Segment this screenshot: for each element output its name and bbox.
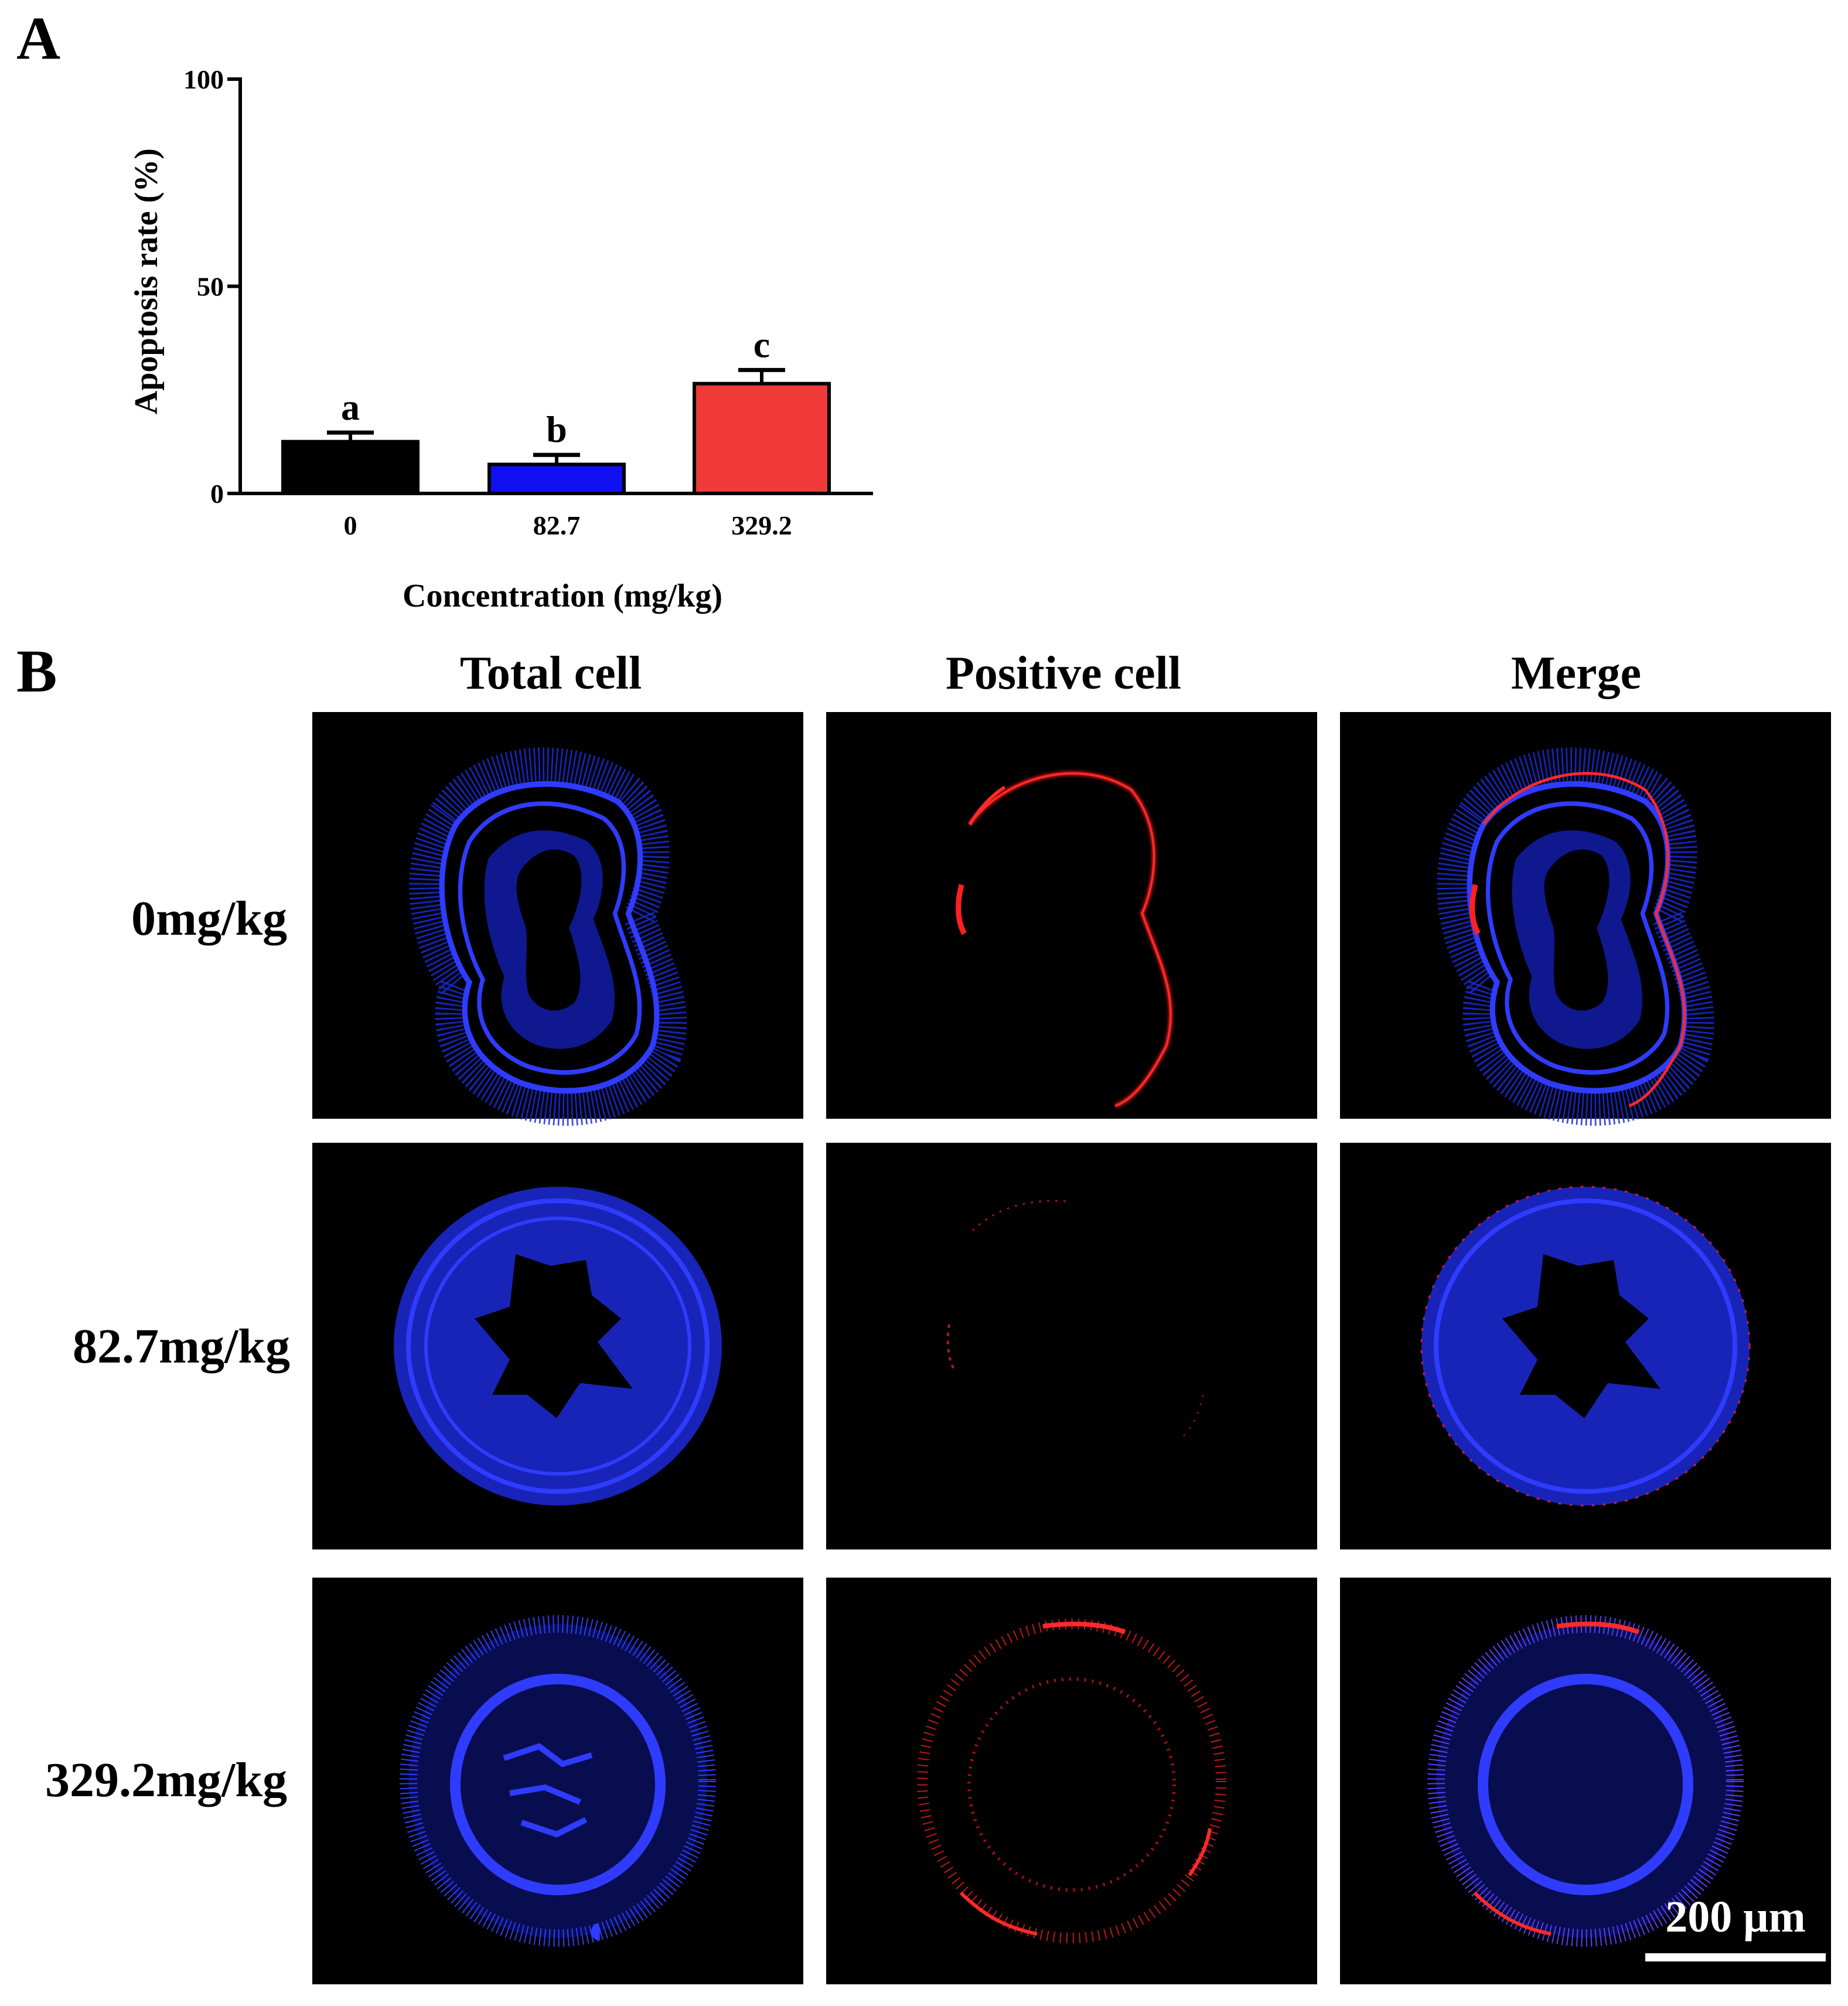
column-title-total-cell: Total cell <box>460 648 642 699</box>
bar <box>487 462 626 496</box>
y-tick-label: 0 <box>210 479 224 509</box>
row-label-0mg: 0mg/kg <box>131 891 287 946</box>
column-title-positive-cell: Positive cell <box>946 648 1181 699</box>
micrograph-total-0mg <box>312 712 803 1119</box>
micrograph-merge-0mg <box>1340 712 1831 1119</box>
bar <box>693 382 831 496</box>
x-tick-label: 82.7 <box>533 510 581 540</box>
x-tick-label: 0 <box>344 510 357 540</box>
micrograph-merge-329-2mg <box>1340 1578 1831 1984</box>
micrograph-positive-82-7mg <box>826 1143 1317 1549</box>
column-title-merge: Merge <box>1511 648 1641 699</box>
micrograph-merge-82-7mg <box>1340 1143 1831 1549</box>
y-ticks: 0 50 100 <box>183 64 240 509</box>
panel-letter-b: B <box>16 638 57 705</box>
y-tick-label: 100 <box>183 64 224 94</box>
x-tick-label: 329.2 <box>731 510 792 540</box>
panel-a: A Apoptosis rate (%) 0 50 100 a 0 b 82.7 c 329.… <box>16 5 873 614</box>
micrograph-total-82-7mg <box>312 1143 803 1549</box>
row-label-329-2mg: 329.2mg/kg <box>45 1753 287 1807</box>
panel-letter-a: A <box>16 5 60 72</box>
row-label-82-7mg: 82.7mg/kg <box>73 1319 290 1374</box>
significance-letter: c <box>753 323 770 365</box>
panel-b: B Total cell Positive cell Merge 0mg/kg … <box>16 638 1831 1984</box>
bar <box>281 440 420 495</box>
significance-letter: b <box>546 408 567 450</box>
scale-bar-label: 200 μm <box>1665 1892 1805 1942</box>
micrograph-total-329-2mg <box>312 1578 803 1984</box>
y-axis-title: Apoptosis rate (%) <box>128 148 165 414</box>
y-tick-label: 50 <box>197 272 224 302</box>
x-axis-title: Concentration (mg/kg) <box>403 578 722 614</box>
scale-bar: 200 μm <box>1645 1892 1826 1961</box>
micrograph-positive-0mg <box>826 712 1317 1119</box>
significance-letter: a <box>341 386 360 428</box>
bars-group: a 0 b 82.7 c 329.2 <box>281 323 831 540</box>
micrograph-positive-329-2mg <box>826 1578 1317 1984</box>
